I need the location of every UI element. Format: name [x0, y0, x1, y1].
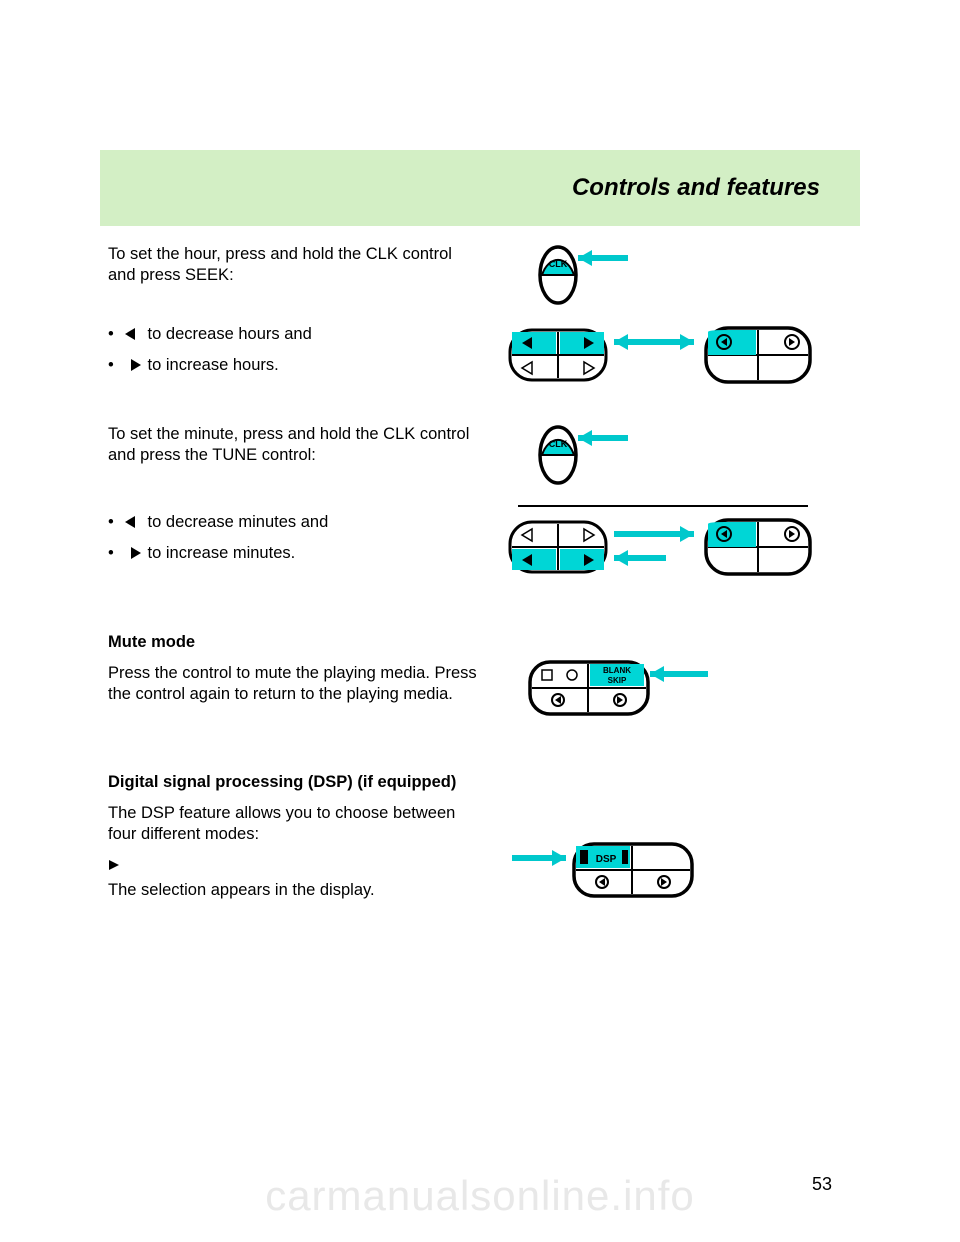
- dsp-tail-text: The selection appears in the display.: [108, 880, 478, 901]
- dsp-tail: [108, 855, 478, 876]
- play-bullet-icon: [108, 859, 120, 871]
- minutes-dec-text: to decrease minutes and: [148, 513, 329, 531]
- minutes-intro: To set the minute, press and hold the CL…: [108, 424, 478, 466]
- mute-title: Mute mode: [108, 633, 195, 651]
- arrow-right-icon: [512, 850, 566, 866]
- header-title: Controls and features: [572, 174, 820, 202]
- hours-inc-bullet: • to increase hours.: [108, 355, 478, 376]
- arrow-left-icon: [578, 430, 628, 446]
- skip-label: SKIP: [608, 676, 627, 685]
- double-arrow-icon: [614, 334, 694, 350]
- clk-label-2: CLK: [549, 439, 568, 449]
- minutes-inc-bullet: • to increase minutes.: [108, 543, 478, 564]
- dsp-title: Digital signal processing (DSP) (if equi…: [108, 773, 456, 791]
- hours-inc-text: to increase hours.: [148, 356, 279, 374]
- arrow-left-icon: [650, 666, 708, 682]
- blank-skip-illustration: BLANK SKIP: [508, 650, 758, 730]
- hours-dec-text: to decrease hours and: [148, 325, 312, 343]
- mute-paragraph: Press the control to mute the playing me…: [108, 663, 478, 705]
- clk-button-illustration-1: CLK: [508, 240, 678, 310]
- dsp-label: DSP: [596, 854, 617, 865]
- hours-dec-bullet: • to decrease hours and: [108, 324, 478, 345]
- seek-left-icon: [123, 327, 143, 341]
- clk-button-illustration-2: CLK: [508, 420, 678, 490]
- dsp-illustration: DSP: [508, 836, 738, 916]
- minutes-dec-bullet: • to decrease minutes and: [108, 512, 478, 533]
- seek-right-icon: [123, 358, 143, 372]
- page-container: Controls and features To set the hour, p…: [100, 150, 860, 942]
- blank-label: BLANK: [603, 666, 631, 675]
- minutes-inc-text: to increase minutes.: [148, 544, 296, 562]
- seek-tune-double-illustration-2: [508, 500, 828, 600]
- clk-label: CLK: [549, 259, 568, 269]
- arrow-left-icon: [578, 250, 628, 266]
- seek-tune-double-illustration-1: [508, 318, 828, 398]
- seek-right-icon: [123, 546, 143, 560]
- section-header: Controls and features: [100, 150, 860, 226]
- hours-intro: To set the hour, press and hold the CLK …: [108, 244, 478, 286]
- dsp-paragraph: The DSP feature allows you to choose bet…: [108, 803, 478, 845]
- page-number: 53: [812, 1174, 832, 1195]
- seek-left-icon: [123, 515, 143, 529]
- content: To set the hour, press and hold the CLK …: [100, 244, 860, 942]
